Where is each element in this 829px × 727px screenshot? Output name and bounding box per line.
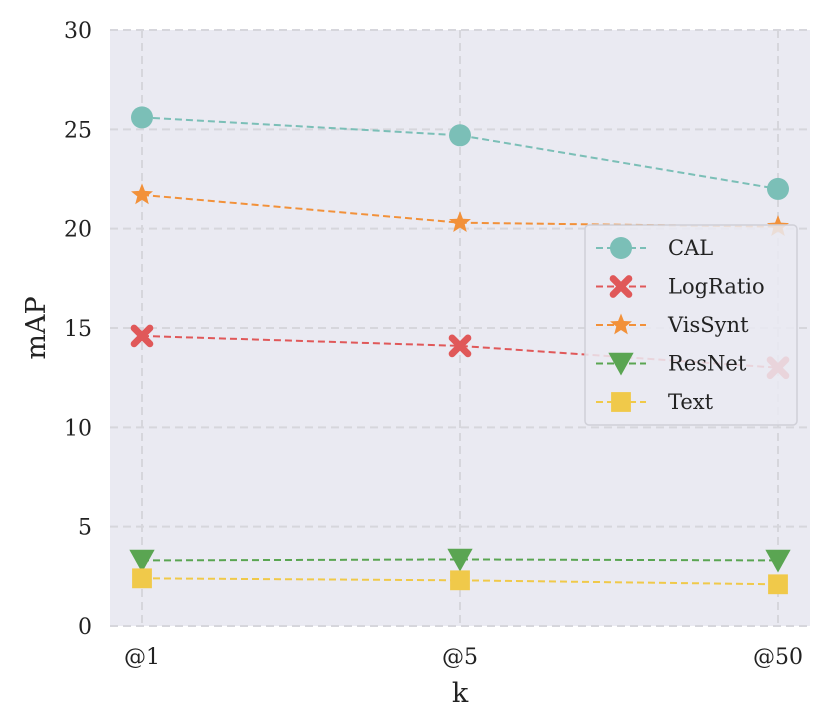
legend-label: Text: [668, 390, 714, 414]
data-point-cal: [449, 124, 471, 147]
legend-label: LogRatio: [668, 275, 765, 299]
y-tick-label: 30: [64, 19, 92, 44]
data-point-text: [768, 574, 788, 595]
y-tick-label: 25: [64, 118, 92, 143]
legend-marker-logratio: [609, 275, 633, 298]
legend-marker-logratio-stroke: [609, 275, 633, 298]
legend-item-vissynt: VisSynt: [596, 313, 749, 337]
legend-marker-text: [611, 392, 631, 412]
grid-lines: [110, 29, 810, 627]
series-line-cal: [141, 116, 779, 190]
legend-marker-cal: [610, 237, 632, 259]
y-tick-label: 15: [64, 317, 92, 342]
series-resnet: [129, 548, 791, 573]
y-tick-label: 0: [78, 615, 92, 640]
legend-marker-resnet: [608, 352, 634, 376]
y-tick-labels: 0 5 10 15 20 25 30: [64, 19, 92, 640]
x-tick-label: @1: [124, 645, 160, 670]
legend-marker-vissynt: [610, 313, 632, 335]
legend: CAL LogRatio VisSynt ResNet Text: [584, 224, 798, 426]
data-point-vissynt: [449, 211, 471, 233]
legend-label: VisSynt: [667, 313, 749, 337]
legend-item-logratio: LogRatio: [596, 275, 765, 299]
series-line-resnet: [141, 558, 779, 562]
series-text: [132, 568, 788, 595]
data-point-resnet: [765, 549, 791, 573]
data-point-logratio-stroke: [448, 334, 472, 358]
y-tick-label: 20: [64, 218, 92, 243]
y-tick-label: 5: [78, 516, 92, 541]
legend-item-cal: CAL: [596, 236, 713, 260]
series-cal: [131, 106, 789, 200]
data-point-text: [450, 570, 470, 591]
data-point-text: [132, 568, 152, 589]
legend-item-text: Text: [596, 390, 714, 414]
legend-label: ResNet: [668, 352, 747, 376]
data-point-cal: [767, 177, 789, 200]
data-point-logratio-stroke: [130, 324, 154, 348]
x-tick-labels: @1 @5 @50: [124, 645, 803, 670]
y-axis-label: mAP: [21, 296, 52, 359]
legend-item-resnet: ResNet: [596, 352, 747, 376]
legend-label: CAL: [668, 236, 713, 260]
data-point-cal: [131, 106, 153, 129]
data-point-resnet: [447, 548, 473, 572]
data-point-logratio: [130, 324, 154, 348]
data-point-vissynt: [131, 183, 153, 205]
y-tick-label: 10: [64, 416, 92, 441]
series-line-text: [141, 577, 779, 586]
legend-box: [584, 224, 798, 426]
data-point-resnet: [129, 549, 155, 573]
x-tick-label: @5: [442, 645, 478, 670]
x-tick-label: @50: [753, 645, 803, 670]
x-axis-label: k: [452, 678, 469, 709]
data-point-logratio: [448, 334, 472, 358]
